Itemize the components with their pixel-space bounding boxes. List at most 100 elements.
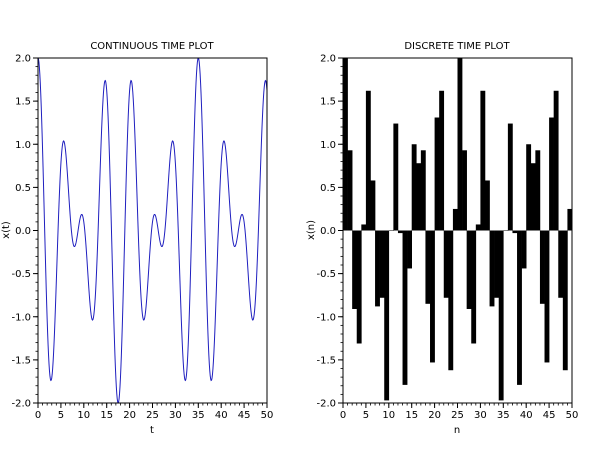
discrete-time-plot: DISCRETE TIME PLOT n x(n) 0 5 10 15 20 25 30 35…: [306, 41, 578, 436]
bar: [411, 144, 417, 231]
bar: [356, 230, 362, 344]
bar: [535, 150, 541, 231]
x-tick-label: 20: [428, 410, 441, 421]
bar: [498, 230, 504, 401]
x-tick-label: 25: [451, 410, 464, 421]
bar: [507, 123, 513, 231]
plot-data: [343, 58, 572, 401]
bar: [526, 144, 532, 231]
y-tick-label: 0.5: [15, 183, 31, 194]
bar: [439, 90, 445, 231]
x-tick-label: 10: [382, 410, 395, 421]
bar: [567, 208, 572, 231]
bar: [462, 150, 467, 231]
y-tick-label: 0.0: [15, 226, 31, 237]
bar: [503, 230, 509, 231]
plot-frame: [37, 57, 268, 404]
bar: [402, 230, 408, 385]
x-tick-label: 40: [520, 410, 533, 421]
x-tick-label: 5: [58, 410, 64, 421]
bar: [484, 180, 490, 231]
x-tick-label: 50: [261, 410, 274, 421]
bar: [430, 230, 435, 363]
series-line: [38, 58, 267, 403]
bar: [494, 230, 500, 298]
bar: [452, 208, 458, 231]
continuous-time-plot: CONTINUOUS TIME PLOT t x(t) 0 5 10 15 20 25 30…: [1, 41, 273, 436]
bar: [539, 230, 545, 304]
y-tick-label: -2.0: [11, 399, 31, 410]
x-tick-label: 30: [169, 410, 182, 421]
bar: [530, 163, 536, 231]
x-axis-label: n: [454, 425, 460, 436]
bar: [343, 58, 348, 231]
x-tick-label: 35: [497, 410, 510, 421]
y-tick-label: 1.0: [15, 140, 31, 151]
bar: [549, 117, 554, 231]
chart-title: CONTINUOUS TIME PLOT: [90, 41, 214, 52]
bar: [480, 90, 486, 231]
bar: [397, 230, 403, 234]
bar: [407, 230, 412, 269]
bar: [434, 117, 440, 231]
y-tick-label: 1.5: [320, 97, 336, 108]
x-tick-label: 5: [363, 410, 369, 421]
x-tick-label: 45: [543, 410, 556, 421]
chart-title: DISCRETE TIME PLOT: [404, 41, 510, 52]
bar: [416, 163, 422, 231]
bar: [475, 224, 481, 231]
x-tick-label: 40: [215, 410, 228, 421]
y-tick-label: 1.5: [15, 97, 31, 108]
y-axis-label: x(t): [1, 221, 12, 239]
x-tick-label: 30: [474, 410, 487, 421]
x-tick-label: 15: [405, 410, 418, 421]
bar: [420, 150, 426, 231]
bar: [393, 123, 399, 231]
bar: [471, 230, 477, 344]
bar: [425, 230, 431, 304]
bar: [521, 230, 527, 269]
y-tick-label: -0.5: [11, 269, 31, 280]
bar: [384, 230, 390, 401]
y-tick-label: 2.0: [15, 54, 31, 65]
x-tick-label: 0: [35, 410, 41, 421]
bar: [512, 230, 518, 234]
x-tick-label: 50: [566, 410, 579, 421]
bar: [562, 230, 568, 371]
x-tick-label: 15: [100, 410, 113, 421]
x-tick-label: 35: [192, 410, 205, 421]
bar: [388, 230, 394, 231]
x-tick-label: 10: [77, 410, 90, 421]
bar: [379, 230, 385, 298]
bar: [517, 230, 522, 385]
x-tick-label: 25: [146, 410, 159, 421]
bar: [558, 230, 564, 298]
y-tick-label: 1.0: [320, 140, 336, 151]
bar: [448, 230, 454, 371]
y-tick-label: -1.0: [11, 312, 31, 323]
bar: [361, 224, 367, 231]
x-tick-label: 0: [340, 410, 346, 421]
y-tick-label: 0.0: [320, 226, 336, 237]
y-tick-label: -1.5: [316, 355, 336, 366]
bar: [553, 90, 559, 231]
x-tick-label: 20: [123, 410, 136, 421]
bar: [347, 150, 353, 231]
x-tick-label: 45: [238, 410, 251, 421]
bar: [365, 90, 371, 231]
bar: [375, 230, 380, 307]
y-tick-label: 2.0: [320, 54, 336, 65]
bar: [352, 230, 358, 309]
bar: [466, 230, 472, 309]
bar: [457, 58, 463, 231]
y-tick-label: -0.5: [316, 269, 336, 280]
y-axis-label: x(n): [306, 220, 317, 240]
y-tick-label: -2.0: [316, 399, 336, 410]
plot-data: [38, 58, 267, 403]
y-tick-label: 0.5: [320, 183, 336, 194]
x-axis-label: t: [150, 425, 154, 436]
bar: [544, 230, 550, 363]
y-tick-label: -1.0: [316, 312, 336, 323]
